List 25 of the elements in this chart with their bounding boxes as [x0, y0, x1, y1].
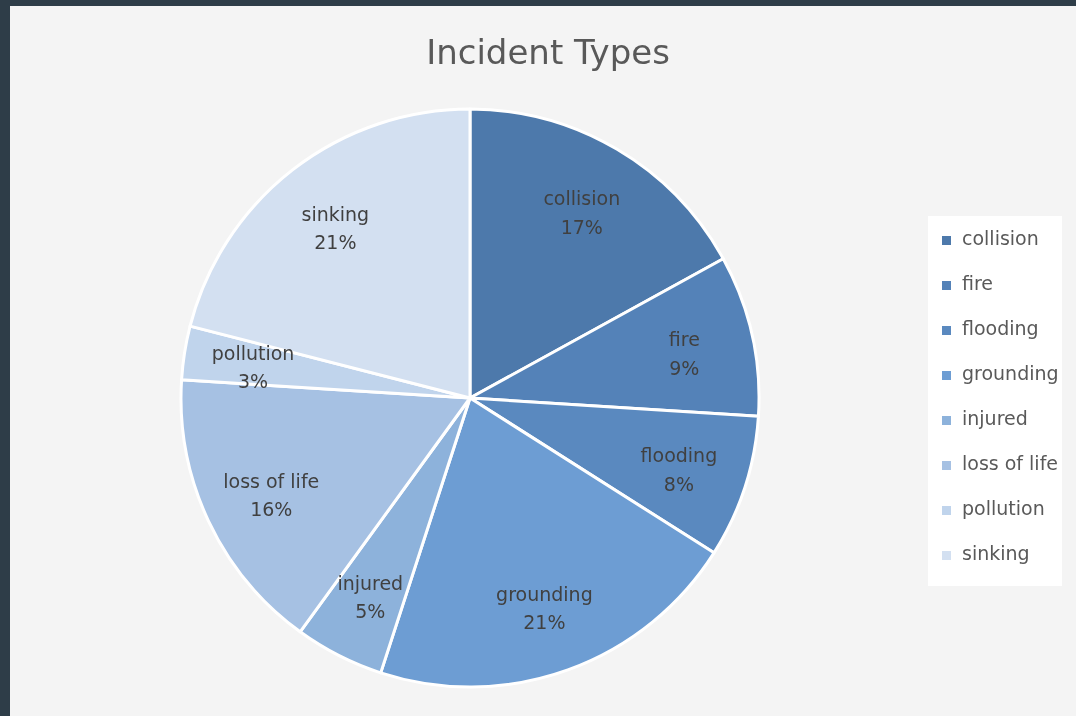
- legend-label: injured: [962, 407, 1028, 429]
- legend-label: collision: [962, 227, 1039, 249]
- data-label: 8%: [663, 472, 694, 495]
- slice-label: loss of life: [223, 469, 320, 492]
- data-label: 5%: [355, 600, 386, 623]
- legend-label: grounding: [962, 362, 1059, 384]
- legend-label: flooding: [962, 317, 1039, 339]
- slice-label: flooding: [640, 444, 718, 467]
- slice-label: sinking: [301, 202, 370, 225]
- legend-label: sinking: [962, 542, 1030, 564]
- slice-label: injured: [337, 571, 404, 594]
- data-label: 16%: [250, 498, 293, 521]
- legend-label: fire: [962, 272, 994, 294]
- slice-label: pollution: [211, 341, 295, 364]
- data-label: 9%: [669, 356, 700, 379]
- data-label: 21%: [523, 611, 566, 634]
- slice-label: fire: [668, 328, 700, 351]
- data-label: 21%: [314, 231, 357, 254]
- slice-label: collision: [543, 187, 621, 210]
- slice-label: grounding: [496, 582, 593, 605]
- data-label: 3%: [237, 370, 269, 393]
- legend-label: loss of life: [962, 452, 1059, 474]
- data-label: 17%: [560, 215, 603, 238]
- legend-label: pollution: [962, 497, 1045, 519]
- chart-title: Incident Types: [426, 32, 670, 72]
